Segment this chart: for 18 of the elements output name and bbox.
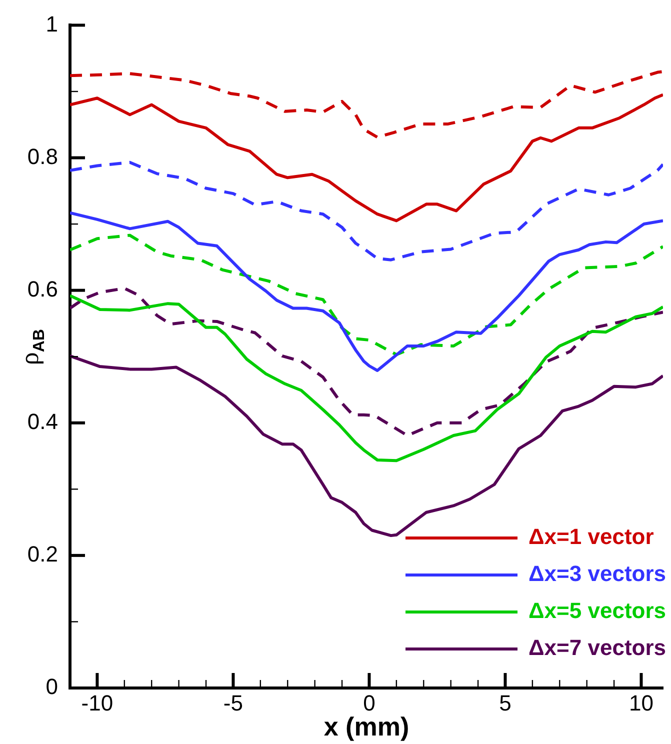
- y-tick-label: 0.8: [27, 144, 58, 169]
- x-tick-label: -10: [81, 690, 114, 716]
- y-tick-label: 0.4: [27, 408, 58, 434]
- y-tick-label: 0.6: [27, 276, 58, 302]
- y-tick-label: 0.2: [27, 542, 58, 567]
- line-series: [70, 160, 663, 262]
- line-series: [70, 70, 663, 139]
- line-series: [70, 286, 663, 437]
- x-tick-label: 5: [499, 690, 512, 716]
- text: Δx=3 vectors: [528, 561, 666, 586]
- line-series: [70, 234, 663, 356]
- x-tick-label: 10: [628, 690, 654, 716]
- y-tick-label: 1: [46, 11, 58, 36]
- text: Δx=5 vectors: [528, 598, 666, 624]
- x-tick-label: -5: [223, 690, 243, 716]
- text: Δx=1 vector: [528, 524, 654, 550]
- text: Δx=7 vectors: [528, 635, 666, 660]
- y-tick-label: 0: [46, 674, 58, 700]
